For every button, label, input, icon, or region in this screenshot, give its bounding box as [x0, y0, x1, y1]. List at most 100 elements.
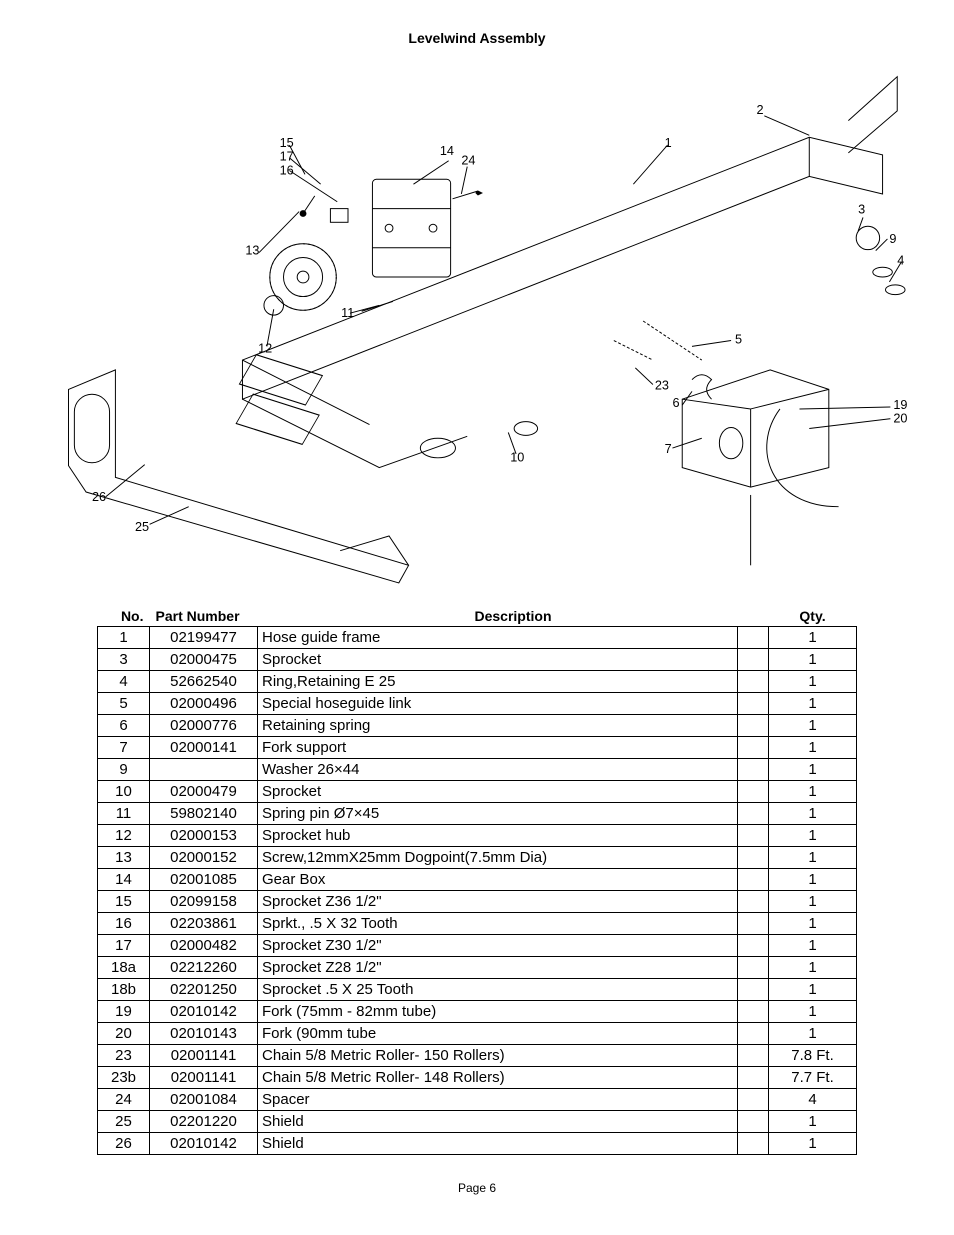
parts-table: No. Part Number Description Qty. 1021994…: [97, 606, 857, 1155]
callout-26: 26: [92, 490, 106, 504]
cell-qty: 1: [769, 1001, 857, 1023]
cell-pn: 59802140: [150, 803, 258, 825]
cell-qty: 1: [769, 825, 857, 847]
cell-pn: 02000153: [150, 825, 258, 847]
cell-desc: Ring,Retaining E 25: [258, 671, 738, 693]
cell-desc: Spring pin Ø7×45: [258, 803, 738, 825]
table-row: 1002000479Sprocket1: [98, 781, 857, 803]
cell-spare: [738, 979, 769, 1001]
cell-spare: [738, 1067, 769, 1089]
cell-qty: 1: [769, 847, 857, 869]
cell-desc: Shield: [258, 1111, 738, 1133]
cell-desc: Sprkt., .5 X 32 Tooth: [258, 913, 738, 935]
table-row: 1602203861Sprkt., .5 X 32 Tooth1: [98, 913, 857, 935]
cell-qty: 1: [769, 803, 857, 825]
cell-pn: 02000152: [150, 847, 258, 869]
cell-no: 23b: [98, 1067, 150, 1089]
table-row: 1702000482Sprocket Z30 1/2"1: [98, 935, 857, 957]
cell-no: 20: [98, 1023, 150, 1045]
cell-spare: [738, 825, 769, 847]
callout-17: 17: [280, 150, 294, 164]
cell-qty: 7.8 Ft.: [769, 1045, 857, 1067]
cell-qty: 1: [769, 671, 857, 693]
callout-4: 4: [897, 253, 904, 267]
cell-desc: Retaining spring: [258, 715, 738, 737]
cell-spare: [738, 935, 769, 957]
cell-pn: 02010143: [150, 1023, 258, 1045]
cell-desc: Hose guide frame: [258, 627, 738, 649]
cell-desc: Sprocket Z30 1/2": [258, 935, 738, 957]
cell-pn: 02000479: [150, 781, 258, 803]
cell-no: 26: [98, 1133, 150, 1155]
cell-spare: [738, 1045, 769, 1067]
cell-spare: [738, 737, 769, 759]
callout-11: 11: [341, 306, 354, 320]
cell-no: 18a: [98, 957, 150, 979]
table-row: 1502099158Sprocket Z36 1/2"1: [98, 891, 857, 913]
header-pn: Part Number: [150, 606, 258, 627]
cell-no: 24: [98, 1089, 150, 1111]
cell-spare: [738, 1023, 769, 1045]
cell-no: 23: [98, 1045, 150, 1067]
table-row: 452662540Ring,Retaining E 25 1: [98, 671, 857, 693]
cell-spare: [738, 693, 769, 715]
cell-qty: 1: [769, 693, 857, 715]
cell-pn: 02000482: [150, 935, 258, 957]
cell-pn: 52662540: [150, 671, 258, 693]
callout-1: 1: [665, 136, 672, 150]
cell-desc: Fork (75mm - 82mm tube): [258, 1001, 738, 1023]
cell-no: 14: [98, 869, 150, 891]
cell-qty: 1: [769, 737, 857, 759]
table-row: 2002010143Fork (90mm tube1: [98, 1023, 857, 1045]
callout-24: 24: [461, 154, 475, 168]
cell-spare: [738, 869, 769, 891]
cell-desc: Sprocket: [258, 781, 738, 803]
table-row: 102199477Hose guide frame1: [98, 627, 857, 649]
cell-pn: 02001141: [150, 1045, 258, 1067]
callout-9: 9: [889, 232, 896, 246]
cell-qty: 1: [769, 781, 857, 803]
callout-14: 14: [440, 144, 454, 158]
callout-10: 10: [510, 451, 524, 465]
cell-no: 1: [98, 627, 150, 649]
table-row: 9Washer 26×441: [98, 759, 857, 781]
cell-pn: 02000141: [150, 737, 258, 759]
cell-pn: 02201220: [150, 1111, 258, 1133]
table-row: 1302000152Screw,12mmX25mm Dogpoint(7.5mm…: [98, 847, 857, 869]
cell-no: 5: [98, 693, 150, 715]
cell-qty: 1: [769, 979, 857, 1001]
cell-spare: [738, 1089, 769, 1111]
cell-qty: 1: [769, 935, 857, 957]
cell-spare: [738, 671, 769, 693]
table-row: 2602010142Shield1: [98, 1133, 857, 1155]
cell-no: 7: [98, 737, 150, 759]
cell-qty: 1: [769, 913, 857, 935]
cell-no: 9: [98, 759, 150, 781]
cell-qty: 1: [769, 1023, 857, 1045]
callout-5: 5: [735, 332, 742, 346]
cell-no: 4: [98, 671, 150, 693]
cell-pn: 02199477: [150, 627, 258, 649]
cell-spare: [738, 1001, 769, 1023]
cell-desc: Chain 5/8 Metric Roller- 150 Rollers): [258, 1045, 738, 1067]
callout-7: 7: [665, 442, 672, 456]
cell-spare: [738, 781, 769, 803]
callout-15: 15: [280, 136, 294, 150]
callout-2: 2: [757, 103, 764, 117]
cell-desc: Spacer: [258, 1089, 738, 1111]
cell-desc: Washer 26×44: [258, 759, 738, 781]
header-no: No.: [98, 606, 150, 627]
header-desc: Description: [258, 606, 769, 627]
cell-spare: [738, 715, 769, 737]
table-row: 23b02001141Chain 5/8 Metric Roller- 148 …: [98, 1067, 857, 1089]
cell-desc: Sprocket hub: [258, 825, 738, 847]
cell-desc: Sprocket .5 X 25 Tooth: [258, 979, 738, 1001]
callout-6: 6: [672, 396, 679, 410]
page-title: Levelwind Assembly: [30, 30, 924, 46]
cell-no: 13: [98, 847, 150, 869]
table-row: 1159802140Spring pin Ø7×451: [98, 803, 857, 825]
cell-qty: 7.7 Ft.: [769, 1067, 857, 1089]
cell-pn: 02001084: [150, 1089, 258, 1111]
callout-25: 25: [135, 520, 149, 534]
exploded-diagram: 15 17 16 14 24 1 2 3 9 4 13 11 12 5 23 6…: [47, 56, 907, 586]
